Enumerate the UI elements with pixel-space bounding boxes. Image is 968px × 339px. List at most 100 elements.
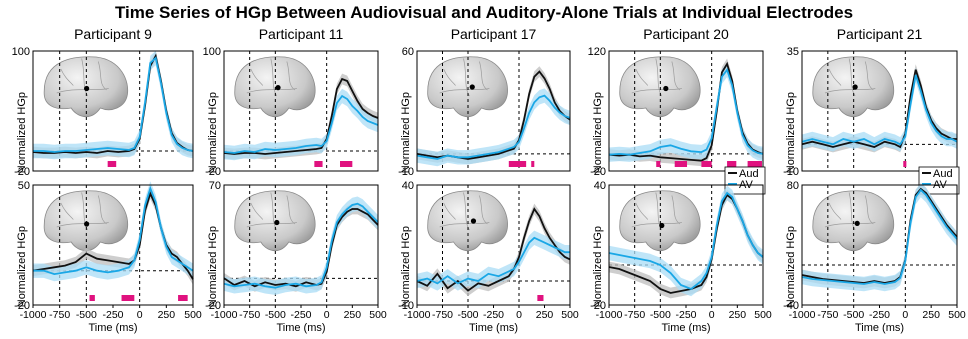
- y-tick-label: 40: [594, 180, 606, 192]
- y-axis-label: Normalized HGp: [785, 226, 797, 307]
- x-tick-label: -1000: [596, 309, 623, 321]
- x-tick-label: -500: [843, 309, 864, 321]
- series-line-av: [416, 94, 571, 160]
- y-axis-label: Normalized HGp: [785, 92, 797, 173]
- plot-frame: [608, 50, 764, 172]
- x-axis-label: Time (ms): [469, 322, 518, 334]
- x-tick-label: -250: [102, 309, 123, 321]
- y-tick-label: 100: [12, 46, 30, 58]
- x-tick-label: 500: [184, 309, 202, 321]
- series-line-av: [223, 94, 379, 154]
- x-tick-label: 0: [902, 309, 908, 321]
- series-line-av: [608, 68, 764, 156]
- y-tick-label: 100: [203, 46, 221, 58]
- brain-image: [619, 190, 701, 251]
- x-tick-label: -500: [650, 309, 671, 321]
- brain-image: [427, 56, 508, 117]
- series-line-av: [223, 202, 379, 289]
- significance-bar: [178, 295, 188, 301]
- y-axis-label: Normalized HGp: [400, 226, 412, 307]
- series-line-av: [608, 191, 764, 291]
- y-tick-label: -20: [590, 166, 606, 178]
- legend-label: Aud: [933, 168, 953, 180]
- significance-bar: [537, 295, 544, 301]
- x-tick-label: -1000: [789, 309, 816, 321]
- x-tick-label: -1000: [211, 309, 238, 321]
- significance-bar: [340, 161, 353, 167]
- significance-bar: [656, 161, 661, 167]
- x-tick-label: -250: [869, 309, 890, 321]
- x-tick-label: -1000: [404, 309, 431, 321]
- participant-label: Participant 9: [74, 26, 152, 42]
- series-line-av: [33, 56, 194, 153]
- significance-bar: [121, 295, 135, 301]
- band-aud: [33, 188, 193, 285]
- significance-bar: [531, 161, 535, 167]
- x-tick-label: -250: [290, 309, 311, 321]
- x-tick-label: 250: [536, 309, 554, 321]
- band-av: [609, 62, 763, 162]
- plot-frame: [416, 50, 571, 172]
- y-tick-label: -20: [205, 166, 221, 178]
- band-av: [224, 88, 378, 161]
- y-axis-label: Normalized HGp: [16, 92, 28, 173]
- significance-bar: [903, 161, 907, 167]
- series-line-av: [33, 185, 194, 276]
- x-tick-label: 500: [948, 309, 966, 321]
- participant-label: Participant 20: [643, 26, 729, 42]
- x-tick-label: 500: [369, 309, 387, 321]
- x-axis-label: Time (ms): [855, 322, 904, 334]
- x-tick-label: -750: [624, 309, 645, 321]
- band-av: [417, 230, 570, 291]
- x-tick-label: -750: [432, 309, 453, 321]
- significance-bar: [89, 295, 95, 301]
- x-tick-label: 0: [137, 309, 143, 321]
- x-tick-label: 500: [754, 309, 772, 321]
- x-axis-label: Time (ms): [276, 322, 325, 334]
- y-tick-label: -10: [398, 300, 414, 312]
- x-tick-label: 250: [158, 309, 176, 321]
- brain-image: [234, 56, 316, 117]
- y-tick-label: -10: [783, 166, 799, 178]
- x-tick-label: -750: [49, 309, 70, 321]
- y-tick-label: 40: [402, 180, 414, 192]
- x-tick-label: 250: [729, 309, 747, 321]
- legend-label: Aud: [739, 168, 759, 180]
- plot-frame: [223, 50, 379, 172]
- plot-frame: [801, 50, 958, 172]
- series-line-aud: [608, 61, 764, 162]
- electrode-dot: [275, 85, 281, 91]
- y-tick-label: -20: [590, 300, 606, 312]
- electrode-dot: [854, 220, 860, 226]
- x-tick-label: 500: [561, 309, 579, 321]
- electrode-dot: [469, 84, 475, 90]
- x-tick-label: 250: [922, 309, 940, 321]
- y-tick-label: 120: [588, 46, 606, 58]
- electrode-dot: [470, 218, 477, 224]
- x-tick-label: -750: [817, 309, 838, 321]
- x-tick-label: 250: [344, 309, 362, 321]
- brain-image: [619, 56, 701, 117]
- y-tick-label: -20: [14, 300, 30, 312]
- series-line-av: [801, 74, 958, 146]
- series-line-av: [416, 236, 570, 285]
- y-tick-label: 35: [787, 46, 799, 58]
- x-tick-label: 0: [516, 309, 522, 321]
- significance-bar: [314, 161, 323, 167]
- band-av: [802, 67, 957, 152]
- participant-label: Participant 21: [837, 26, 923, 42]
- x-tick-label: -750: [239, 309, 260, 321]
- band-aud: [224, 203, 378, 292]
- figure-title: Time Series of HGp Between Audiovisual a…: [115, 3, 853, 22]
- y-tick-label: 80: [787, 180, 799, 192]
- y-axis-label: Normalized HGp: [400, 92, 412, 173]
- y-axis-label: Normalized HGp: [592, 92, 604, 173]
